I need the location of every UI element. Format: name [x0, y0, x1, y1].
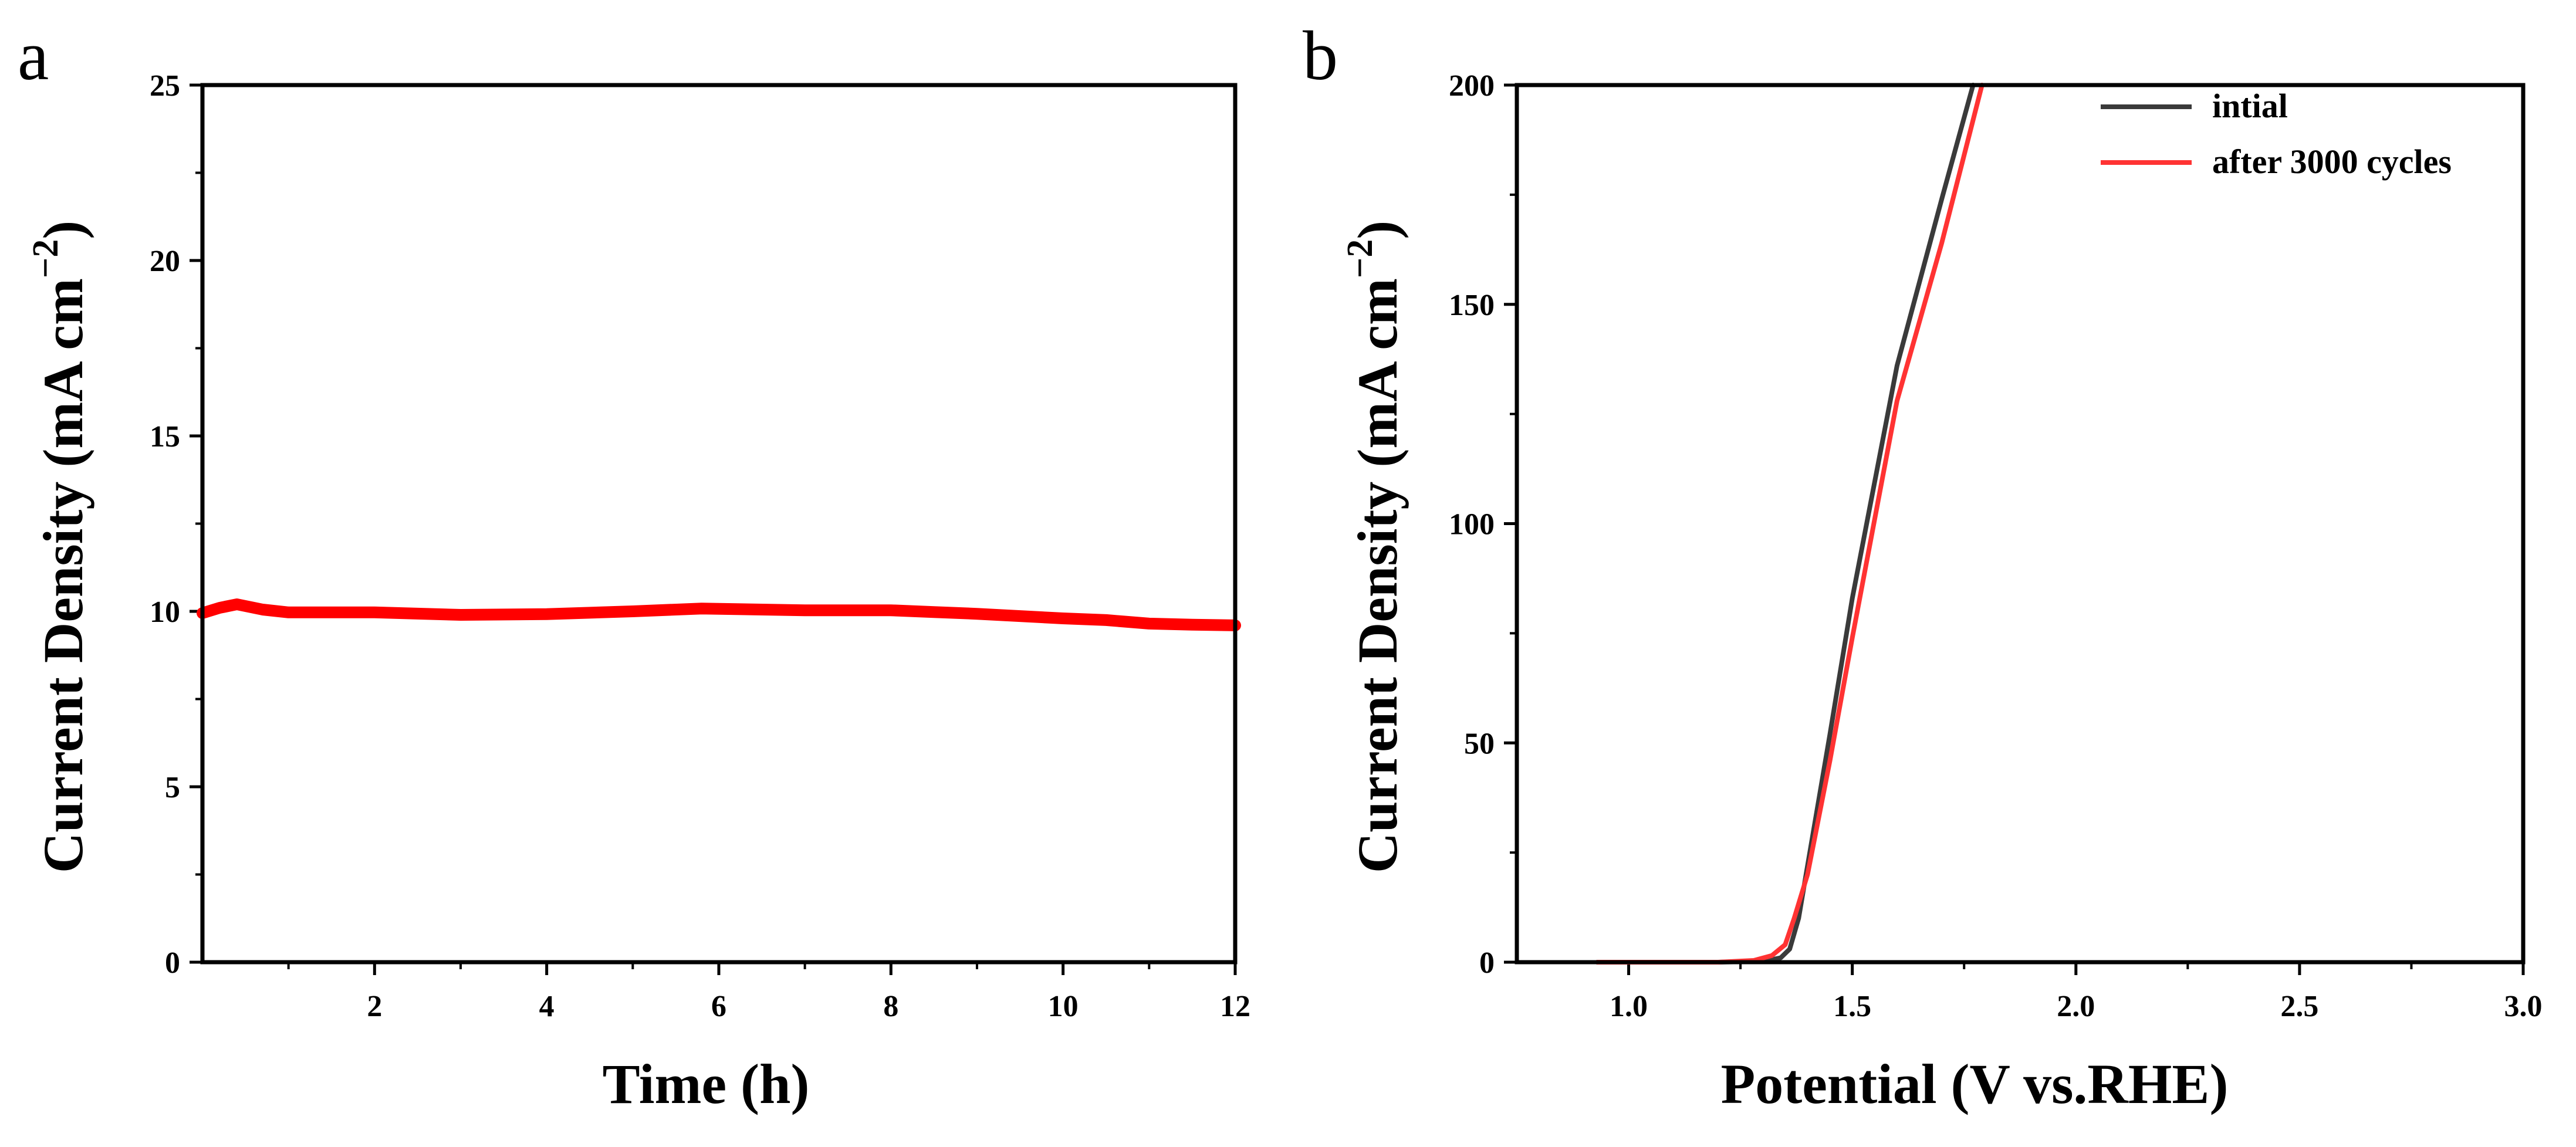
panel-a-ytick-label: 25: [150, 69, 180, 103]
panel-b-frame: [1515, 83, 2526, 965]
panel-b-ylabel: Current Density (mA cm−2): [1340, 221, 1409, 873]
panel-b: b Current Density (mA cm−2) Potential (V…: [1303, 16, 2543, 1115]
svg-text:Current Density (mA cm−2): Current Density (mA cm−2): [1340, 221, 1409, 873]
panel-a-xtick-label: 6: [711, 990, 726, 1023]
panel-b-legend-label-1: after 3000 cycles: [2212, 143, 2452, 181]
panel-a-xtick-label: 12: [1220, 990, 1250, 1023]
panel-a-xlabel: Time (h): [603, 1053, 810, 1115]
panel-b-xtick-label: 1.5: [1833, 990, 1871, 1023]
panel-b-series-line-0: [1595, 83, 1976, 965]
panel-b-xtick-label: 2.5: [2280, 990, 2318, 1023]
panel-a-xtick-label: 2: [367, 990, 382, 1023]
panel-b-xtick-label: 1.0: [1610, 990, 1648, 1023]
panel-a: a Current Density (mA cm−2) Time (h) 0 5 1…: [18, 16, 1250, 1115]
panel-b-ytick-label: 50: [1464, 727, 1495, 760]
panel-a-ytick-label: 10: [150, 596, 180, 629]
panel-b-xtick-label: 3.0: [2504, 990, 2543, 1023]
panel-a-ylabel: Current Density (mA cm−2): [26, 221, 94, 873]
panel-a-ytick-label: 5: [165, 771, 180, 804]
panel-a-xtick-label: 8: [883, 990, 898, 1023]
panel-b-series-line-1: [1595, 83, 1985, 965]
panel-b-ytick-label: 100: [1449, 508, 1495, 542]
panel-b-label: b: [1303, 16, 1338, 94]
panel-a-plot-area: 0 5 10 15 20 25 2 4 6 8 10 12: [150, 69, 1250, 1023]
panel-a-frame: [200, 83, 1238, 965]
panel-b-ytick-label: 150: [1449, 289, 1495, 322]
panel-a-xtick-label: 4: [539, 990, 555, 1023]
panel-b-legend-label-0: intial: [2212, 87, 2288, 125]
panel-b-xlabel: Potential (V vs.RHE): [1721, 1053, 2229, 1115]
svg-text:Current Density (mA cm−2): Current Density (mA cm−2): [26, 221, 94, 873]
panel-b-xtick-label: 2.0: [2057, 990, 2095, 1023]
panel-a-label: a: [18, 16, 49, 94]
panel-a-ytick-label: 0: [165, 946, 180, 980]
panel-a-ytick-label: 15: [150, 420, 180, 454]
panel-b-ytick-label: 0: [1479, 946, 1495, 980]
panel-b-plot-area: 0 50 100 150 200 1.0 1.5 2.0 2.5 3.0 intial after 3…: [1449, 69, 2543, 1023]
panel-a-ytick-label: 20: [150, 245, 180, 278]
panel-b-ytick-label: 200: [1449, 69, 1495, 103]
panel-a-series-line-0: [197, 598, 1241, 631]
panel-a-xtick-label: 10: [1048, 990, 1079, 1023]
